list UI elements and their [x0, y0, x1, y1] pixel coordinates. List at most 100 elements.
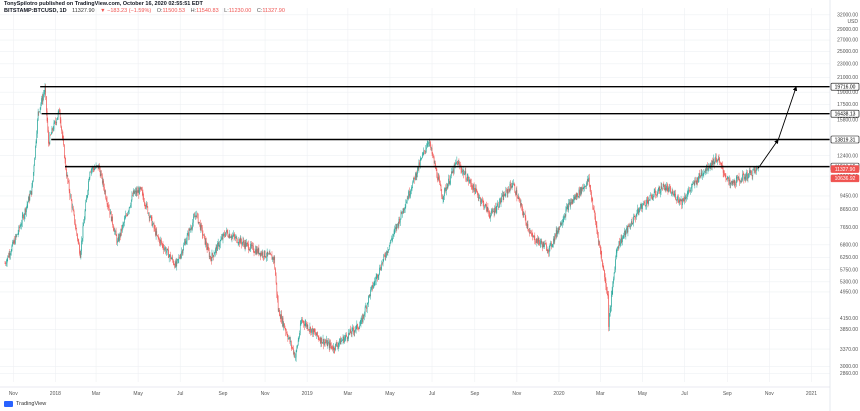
candle-body — [469, 180, 471, 182]
candle-body — [294, 352, 296, 358]
candle-body — [627, 225, 629, 233]
candle-body — [83, 223, 84, 227]
candle-body — [729, 179, 731, 185]
candle-body — [711, 160, 713, 167]
candle-body — [226, 230, 228, 233]
candle-body — [54, 121, 55, 123]
candle-body — [569, 202, 571, 206]
candle-body — [537, 237, 539, 244]
candle-body — [253, 251, 255, 253]
candle-body — [678, 200, 680, 203]
price-tags: 19716.0016438.1313819.3111513.1511327.90… — [830, 82, 860, 182]
candle-body — [217, 242, 219, 244]
candle-body — [631, 221, 633, 224]
candle-body — [225, 232, 227, 237]
candle-body — [579, 189, 580, 195]
candle-body — [537, 238, 538, 244]
candle-body — [662, 183, 664, 190]
candle-body — [488, 210, 489, 213]
candle-body — [532, 235, 534, 238]
candle-body — [632, 223, 634, 225]
candle-body — [353, 330, 355, 333]
candle-body — [563, 218, 565, 220]
candle-body — [203, 234, 204, 236]
candle-body — [555, 234, 556, 237]
candle-body — [219, 244, 220, 247]
candle-body — [347, 338, 349, 340]
candle-body — [96, 165, 98, 167]
candle-body — [52, 128, 53, 131]
candle-body — [362, 314, 364, 322]
candle-body — [202, 234, 204, 236]
candle-body — [105, 191, 107, 198]
candle-body — [92, 167, 93, 170]
candle-body — [523, 214, 525, 216]
candle-body — [736, 177, 738, 179]
candle-body — [684, 196, 686, 200]
candle-body — [723, 172, 725, 174]
candle-body — [653, 196, 654, 198]
candle-body — [701, 172, 703, 176]
candle-body — [606, 286, 607, 291]
candle-body — [577, 196, 579, 198]
candle-body — [363, 314, 365, 316]
candle-body — [413, 177, 415, 179]
candle-body — [472, 187, 474, 191]
candle-body — [596, 225, 598, 231]
candle-body — [650, 194, 652, 196]
candle-body — [316, 332, 318, 336]
candle-body — [395, 227, 397, 229]
candle-body — [471, 182, 472, 187]
candle-body — [279, 309, 280, 317]
candle-body — [382, 263, 383, 264]
candle-body — [749, 170, 750, 174]
candle-body — [446, 187, 448, 189]
candle-body — [617, 246, 619, 249]
candle-body — [600, 251, 602, 255]
candle-body — [594, 211, 596, 217]
candle-body — [28, 196, 29, 203]
candle-body — [744, 176, 745, 180]
candle-body — [557, 230, 558, 235]
candle-body — [700, 176, 701, 177]
price-tag-label: 10636.92 — [835, 176, 856, 182]
candle-body — [59, 109, 60, 113]
candle-body — [597, 234, 599, 242]
candle-body — [275, 275, 277, 283]
candle-body — [236, 236, 238, 243]
candle-body — [335, 343, 336, 350]
candle-body — [476, 190, 478, 192]
candle-body — [228, 234, 230, 238]
candle-body — [756, 167, 758, 169]
candle-body — [744, 176, 746, 180]
candle-body — [431, 147, 432, 149]
candle-body — [668, 187, 669, 192]
candle-body — [606, 290, 608, 295]
candle-body — [261, 252, 262, 255]
candle-body — [446, 187, 447, 191]
candle-body — [208, 246, 209, 251]
candle-body — [510, 183, 511, 187]
candle-body — [250, 243, 252, 247]
candle-body — [533, 236, 535, 237]
candle-body — [258, 248, 260, 255]
candle-body — [615, 253, 617, 260]
candle-body — [484, 204, 486, 207]
candle-body — [432, 153, 434, 156]
tradingview-brand[interactable]: TradingView — [4, 401, 46, 407]
symbol-label[interactable]: BITSTAMP:BTCUSD, 1D — [4, 8, 67, 14]
candle-body — [260, 252, 262, 256]
candle-body — [57, 112, 59, 118]
y-tick-label: 3000.00 — [840, 364, 858, 370]
candle-body — [190, 228, 191, 231]
candle-body — [256, 248, 258, 255]
candle-body — [10, 253, 11, 256]
candle-body — [738, 177, 739, 178]
candle-body — [182, 249, 184, 254]
candle-body — [690, 188, 692, 191]
candle-body — [266, 256, 267, 258]
candle-body — [95, 167, 96, 169]
candle-body — [319, 339, 321, 343]
